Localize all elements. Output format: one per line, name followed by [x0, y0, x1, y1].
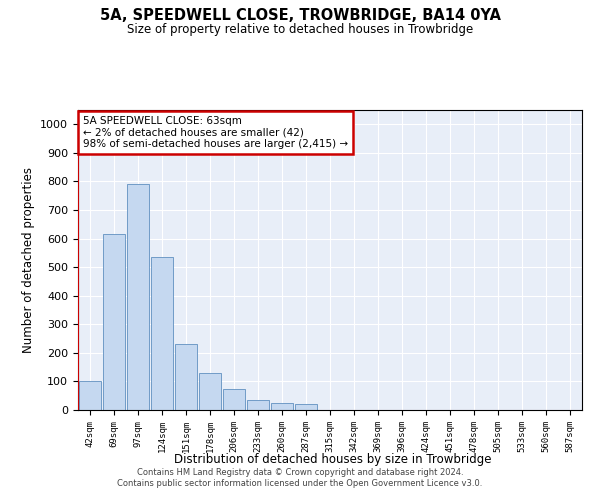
- Bar: [247, 400, 269, 410]
- Bar: [295, 404, 317, 410]
- Text: Size of property relative to detached houses in Trowbridge: Size of property relative to detached ho…: [127, 22, 473, 36]
- Text: Contains HM Land Registry data © Crown copyright and database right 2024.
Contai: Contains HM Land Registry data © Crown c…: [118, 468, 482, 487]
- Bar: [103, 234, 125, 410]
- Bar: [79, 382, 101, 410]
- Text: 5A SPEEDWELL CLOSE: 63sqm
← 2% of detached houses are smaller (42)
98% of semi-d: 5A SPEEDWELL CLOSE: 63sqm ← 2% of detach…: [83, 116, 348, 149]
- Y-axis label: Number of detached properties: Number of detached properties: [22, 167, 35, 353]
- Text: 5A, SPEEDWELL CLOSE, TROWBRIDGE, BA14 0YA: 5A, SPEEDWELL CLOSE, TROWBRIDGE, BA14 0Y…: [100, 8, 500, 22]
- Bar: [223, 388, 245, 410]
- Bar: [199, 373, 221, 410]
- Text: Distribution of detached houses by size in Trowbridge: Distribution of detached houses by size …: [174, 452, 492, 466]
- Bar: [151, 257, 173, 410]
- Bar: [271, 403, 293, 410]
- Bar: [127, 184, 149, 410]
- Bar: [175, 344, 197, 410]
